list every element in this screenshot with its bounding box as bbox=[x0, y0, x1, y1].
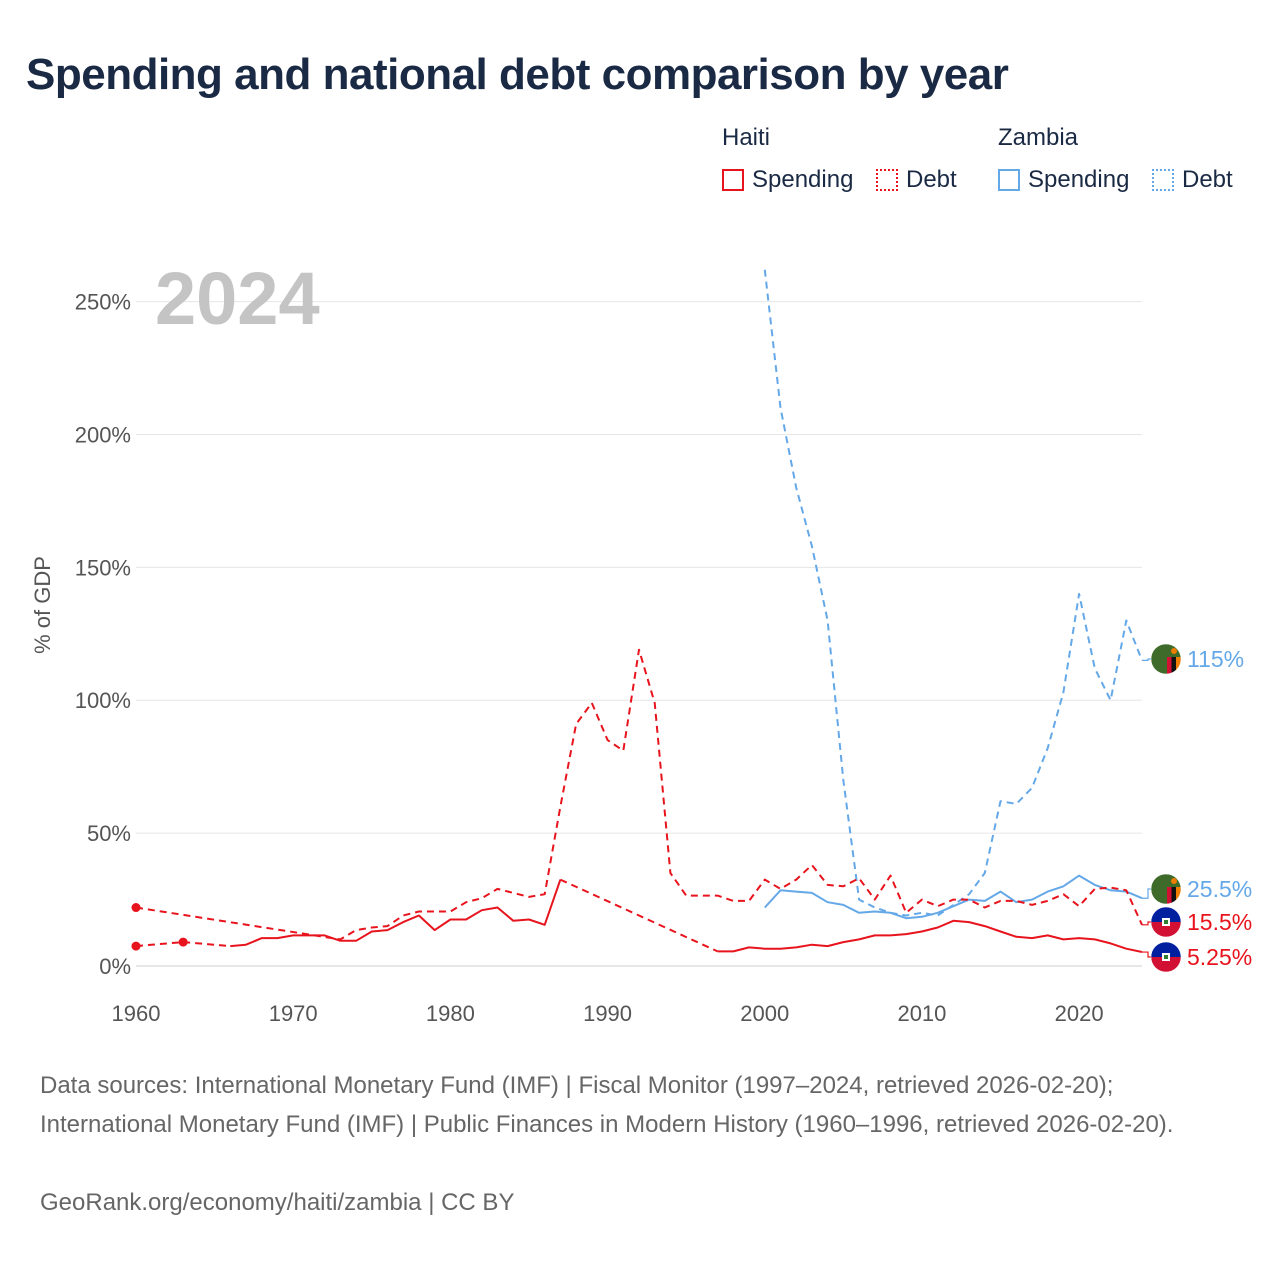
haiti-flag-icon bbox=[1150, 906, 1182, 938]
zambia-flag-icon bbox=[1150, 873, 1182, 905]
gap-line bbox=[183, 941, 231, 948]
end-value-label: 25.5% bbox=[1187, 876, 1252, 902]
series-line bbox=[135, 648, 1143, 941]
leader-line bbox=[1142, 921, 1151, 926]
solid-line-swatch-icon bbox=[998, 169, 1020, 191]
solid-line-swatch-icon bbox=[722, 169, 744, 191]
flag-stripe bbox=[1167, 887, 1172, 904]
x-tick-label: 1990 bbox=[583, 1001, 632, 1026]
flag-body bbox=[1151, 874, 1181, 904]
x-tick-label: 1970 bbox=[269, 1001, 318, 1026]
flag-body bbox=[1151, 942, 1181, 972]
x-tick-label: 1960 bbox=[112, 1001, 161, 1026]
series-haiti-debt bbox=[131, 648, 1143, 941]
x-tick-label: 2020 bbox=[1055, 1001, 1104, 1026]
data-point bbox=[131, 941, 141, 951]
y-tick-label: 100% bbox=[75, 688, 131, 713]
end-labels: 115% 25.5% 15.5% 5.25% bbox=[1142, 643, 1252, 973]
year-watermark: 2024 bbox=[155, 257, 320, 340]
y-tick-label: 50% bbox=[87, 821, 131, 846]
axes: 0% 50% 100% 150% 200% 250% 1960 1970 1980 1990 200… bbox=[75, 290, 1104, 1026]
series-line bbox=[230, 879, 562, 948]
haiti-flag-icon bbox=[1150, 941, 1182, 973]
data-point bbox=[131, 903, 141, 913]
legend-haiti-debt[interactable]: Debt bbox=[876, 166, 957, 194]
series-haiti-spending bbox=[131, 878, 1143, 953]
legend-label: Spending bbox=[1028, 166, 1130, 193]
flag-ring bbox=[1150, 873, 1182, 905]
line-chart: 0% 50% 100% 150% 200% 250% 1960 1970 1980 1990 200… bbox=[30, 257, 1252, 1026]
data-point bbox=[178, 937, 188, 947]
flag-eagle bbox=[1171, 878, 1177, 884]
series-lines bbox=[131, 269, 1143, 953]
flag-stripe bbox=[1171, 657, 1176, 674]
end-value-label: 115% bbox=[1187, 646, 1244, 672]
chart-title: Spending and national debt comparison by… bbox=[26, 50, 1009, 99]
flag-top bbox=[1151, 942, 1181, 957]
zambia-flag-icon bbox=[1150, 643, 1182, 675]
dotted-line-swatch-icon bbox=[876, 169, 898, 191]
gap-line bbox=[559, 878, 719, 953]
legend-haiti-spending[interactable]: Spending bbox=[722, 166, 853, 194]
y-tick-label: 150% bbox=[75, 555, 131, 580]
y-tick-label: 250% bbox=[75, 290, 131, 315]
x-tick-label: 2010 bbox=[897, 1001, 946, 1026]
flag-eagle bbox=[1171, 648, 1177, 654]
legend-label: Debt bbox=[906, 166, 957, 193]
data-sources-note: Data sources: International Monetary Fun… bbox=[40, 1072, 1174, 1138]
series-line bbox=[717, 919, 1143, 953]
flag-ring bbox=[1150, 906, 1182, 938]
credit-link[interactable]: GeoRank.org/economy/haiti/zambia | CC BY bbox=[40, 1189, 515, 1216]
flag-top bbox=[1151, 907, 1181, 922]
flag-bottom bbox=[1151, 922, 1181, 937]
flag-bottom bbox=[1151, 957, 1181, 972]
flag-emblem-tree bbox=[1164, 955, 1168, 959]
y-tick-label: 0% bbox=[99, 954, 131, 979]
leader-line bbox=[1142, 951, 1151, 958]
series-zambia-debt bbox=[763, 269, 1143, 917]
flag-stripe bbox=[1176, 657, 1181, 674]
y-axis-title: % of GDP bbox=[30, 556, 55, 654]
flag-ring bbox=[1150, 643, 1182, 675]
series-line bbox=[764, 874, 1143, 920]
legend-group-haiti: Haiti bbox=[722, 124, 771, 151]
leader-line bbox=[1142, 658, 1151, 661]
flag-body bbox=[1151, 644, 1181, 674]
legend-label: Spending bbox=[752, 166, 854, 193]
leader-line bbox=[1142, 888, 1151, 899]
series-zambia-spending bbox=[764, 874, 1143, 920]
flag-stripe bbox=[1171, 887, 1176, 904]
series-line bbox=[763, 269, 1143, 917]
x-tick-label: 2000 bbox=[740, 1001, 789, 1026]
flag-emblem-tree bbox=[1164, 920, 1168, 924]
gap-line bbox=[135, 941, 184, 948]
legend-zambia-spending[interactable]: Spending bbox=[998, 166, 1129, 194]
legend-group-zambia: Zambia bbox=[998, 124, 1079, 151]
flag-stripe bbox=[1167, 657, 1172, 674]
legend-zambia-debt[interactable]: Debt bbox=[1152, 166, 1233, 194]
gridlines bbox=[136, 301, 1142, 967]
x-tick-label: 1980 bbox=[426, 1001, 475, 1026]
end-value-label: 5.25% bbox=[1187, 944, 1252, 970]
flag-ring bbox=[1150, 941, 1182, 973]
dotted-line-swatch-icon bbox=[1152, 169, 1174, 191]
legend-label: Debt bbox=[1182, 166, 1233, 193]
end-value-label: 15.5% bbox=[1187, 909, 1252, 935]
flag-stripe bbox=[1176, 887, 1181, 904]
y-tick-label: 200% bbox=[75, 422, 131, 447]
flag-body bbox=[1151, 907, 1181, 937]
